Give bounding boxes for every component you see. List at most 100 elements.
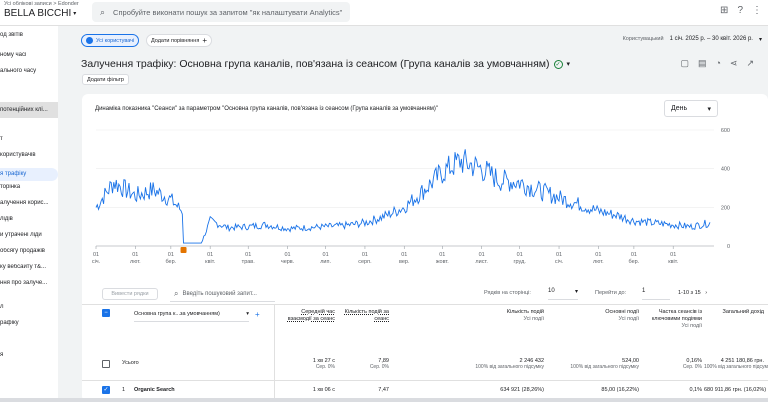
share-icon[interactable]: ⋖: [729, 58, 738, 68]
nav-item[interactable]: я: [0, 352, 4, 358]
x-tick-month: трав.: [242, 259, 256, 265]
account-selector[interactable]: Усі облікові записи > Edonder BELLA BICC…: [4, 1, 94, 19]
more-vert-icon[interactable]: ⋮: [752, 5, 762, 16]
y-tick-label: 400: [721, 167, 730, 173]
chevron-right-icon[interactable]: ›: [705, 290, 708, 296]
nav-item[interactable]: я трафіку: [0, 168, 58, 181]
column-header[interactable]: Загальний дохід: [704, 309, 765, 316]
nav-item[interactable]: потенційних клі...: [0, 102, 58, 118]
column-event-select[interactable]: Усі події: [618, 316, 639, 322]
add-dimension-icon[interactable]: +: [255, 310, 260, 319]
customize-report-icon[interactable]: ▢: [680, 58, 689, 68]
add-filter-button[interactable]: Додати фільтр: [82, 74, 129, 85]
column-header[interactable]: Середній час взаємодії за сеанс: [277, 309, 335, 323]
property-name[interactable]: BELLA BICCHI ▾: [4, 8, 77, 19]
search-placeholder: Спробуйте виконати пошук за запитом "як …: [113, 7, 343, 17]
pagination-range: 1-10 з 15 ›: [678, 290, 708, 296]
row-channel[interactable]: Organic Search: [134, 387, 175, 393]
column-header[interactable]: Частка сеансів із ключовими подіями Усі п…: [642, 309, 702, 330]
total-cell-sub: Сер. 0%: [315, 364, 335, 370]
y-tick-label: 200: [721, 205, 730, 211]
chevron-down-icon[interactable]: ▾: [566, 61, 571, 68]
column-event-select[interactable]: Усі події: [523, 316, 544, 322]
nav-item[interactable]: користувачів: [0, 152, 36, 158]
nav-item[interactable]: ному часі: [0, 52, 27, 58]
granularity-select[interactable]: День ▾: [664, 100, 718, 117]
column-header-label: Кількість подій: [506, 309, 544, 315]
nav-item[interactable]: ння про залуче...: [0, 280, 48, 286]
total-cell-sub: Сер. 0%: [682, 364, 702, 370]
insights-icon[interactable]: ◔: [715, 58, 721, 68]
x-tick-day: 01: [168, 252, 174, 258]
page-title-row: Залучення трафіку: Основна група каналів…: [81, 58, 570, 70]
x-tick-month: бер.: [629, 259, 640, 265]
table-row[interactable]: ✓ 1 Organic Search 1 хв 06 с 7,47 634 921 …: [82, 380, 768, 398]
nav-item[interactable]: од звітів: [0, 32, 23, 38]
help-icon[interactable]: ?: [737, 5, 743, 16]
x-tick-day: 01: [556, 252, 562, 258]
nav-item[interactable]: рафіку: [0, 320, 19, 326]
column-header-label: Кількість подій за сеанс: [344, 309, 389, 322]
nav-item[interactable]: алучення корис...: [0, 200, 49, 206]
segment-chip[interactable]: Усі користувачі: [81, 34, 140, 47]
search-icon: ⌕: [100, 6, 106, 17]
row-checkbox[interactable]: [102, 360, 110, 368]
column-header[interactable]: Кількість подій за сеанс: [335, 309, 389, 323]
nav-item[interactable]: лідів: [0, 216, 13, 222]
main-content: Усі користувачі Додати порівняння + Кори…: [58, 26, 768, 402]
nav-item[interactable]: ку вебсайту т&...: [0, 264, 47, 270]
apps-grid-icon[interactable]: ⊞: [720, 5, 729, 16]
table-search-input[interactable]: ⌕ Введіть пошуковий запит...: [170, 286, 275, 302]
row-cell: 680 911,86 грн. (16,02%): [704, 387, 767, 393]
date-range-value: 1 січ. 2025 р. – 30 квіт. 2026 р.: [669, 36, 753, 42]
search-bar[interactable]: ⌕ Спробуйте виконати пошук за запитом "я…: [92, 2, 350, 22]
date-range-picker[interactable]: Користувацький 1 січ. 2025 р. – 30 квіт.…: [623, 36, 762, 43]
x-tick-month: лип.: [320, 259, 331, 265]
left-nav: од звітів ному часі ального часу потенційни…: [0, 26, 58, 402]
total-cell-sub: 100% від загального підсумку: [570, 364, 639, 370]
edit-comparison-icon[interactable]: ▤: [697, 58, 707, 68]
total-cell: 0,16% Сер. 0%: [642, 358, 702, 370]
total-cell-value: 4 251 180,86 грн.: [720, 358, 764, 364]
plot-rows-button[interactable]: Вивести рядки: [102, 288, 158, 300]
x-tick-day: 01: [401, 252, 407, 258]
x-tick-month: лист.: [475, 259, 488, 265]
x-tick-month: черв.: [281, 259, 295, 265]
total-cell: 7,89 Сер. 0%: [335, 358, 389, 370]
nav-item[interactable]: т: [0, 136, 3, 142]
nav-item[interactable]: л: [0, 304, 4, 310]
x-tick-month: серп.: [358, 259, 372, 265]
column-header[interactable]: Основні події Усі події: [547, 309, 639, 323]
explore-icon[interactable]: ↗: [746, 58, 754, 68]
x-tick-day: 01: [207, 252, 213, 258]
row-checkbox[interactable]: ✓: [102, 386, 110, 394]
table-header: − Основна група к...за умовчанням) ▾ + С…: [82, 304, 768, 402]
report-card: Динаміка показника "Сеанси" за параметро…: [82, 94, 768, 402]
total-cell-sub: 100% від загального підсумку: [704, 364, 768, 370]
select-all-checkbox[interactable]: −: [102, 309, 110, 317]
goto-label: Перейти до:: [595, 290, 627, 296]
anomaly-marker: [180, 247, 187, 253]
add-comparison-button[interactable]: Додати порівняння +: [146, 34, 212, 47]
nav-item[interactable]: й утрачені ліди: [0, 232, 42, 238]
column-event-select[interactable]: Усі події: [681, 323, 702, 329]
x-tick-month: жовт.: [436, 259, 449, 265]
total-cell-sub: 100% від загального підсумку: [475, 364, 544, 370]
x-tick-day: 01: [517, 252, 523, 258]
nav-item[interactable]: обсягу продажів: [0, 248, 45, 254]
series-line: [95, 149, 711, 244]
x-tick-day: 01: [323, 252, 329, 258]
row-cell: 0,1%: [689, 387, 702, 393]
x-tick-month: груд.: [514, 259, 527, 265]
column-header[interactable]: Кількість подій Усі події: [392, 309, 544, 323]
row-cell: 634 921 (28,26%): [500, 387, 544, 393]
x-tick-month: лют.: [130, 259, 141, 265]
check-circle-icon: ✓: [553, 59, 563, 69]
page-title: Залучення трафіку: Основна група каналів…: [81, 58, 550, 70]
rows-per-page-select[interactable]: 10 ▾: [548, 288, 578, 300]
nav-item[interactable]: торінка: [0, 184, 21, 190]
dimension-select[interactable]: Основна група к...за умовчанням) ▾: [134, 311, 249, 322]
nav-item[interactable]: ального часу: [0, 68, 37, 74]
y-tick-label: 600: [721, 128, 730, 134]
goto-input[interactable]: 1: [642, 288, 670, 300]
